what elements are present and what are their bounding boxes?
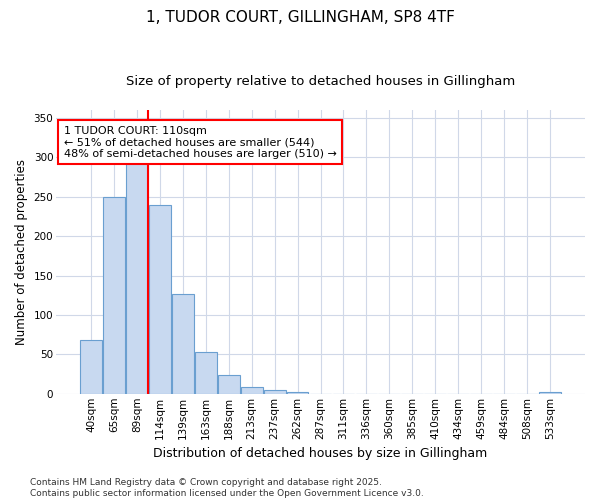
Bar <box>241 386 263 394</box>
Bar <box>149 204 171 394</box>
Bar <box>539 392 561 394</box>
Title: Size of property relative to detached houses in Gillingham: Size of property relative to detached ho… <box>126 75 515 88</box>
Bar <box>172 294 194 394</box>
Y-axis label: Number of detached properties: Number of detached properties <box>15 159 28 345</box>
Bar <box>218 375 239 394</box>
Text: 1, TUDOR COURT, GILLINGHAM, SP8 4TF: 1, TUDOR COURT, GILLINGHAM, SP8 4TF <box>146 10 454 25</box>
Bar <box>287 392 308 394</box>
Bar <box>103 196 125 394</box>
X-axis label: Distribution of detached houses by size in Gillingham: Distribution of detached houses by size … <box>154 447 488 460</box>
Bar <box>126 163 148 394</box>
Bar <box>195 352 217 394</box>
Text: 1 TUDOR COURT: 110sqm
← 51% of detached houses are smaller (544)
48% of semi-det: 1 TUDOR COURT: 110sqm ← 51% of detached … <box>64 126 337 159</box>
Text: Contains HM Land Registry data © Crown copyright and database right 2025.
Contai: Contains HM Land Registry data © Crown c… <box>30 478 424 498</box>
Bar <box>264 390 286 394</box>
Bar <box>80 340 102 394</box>
